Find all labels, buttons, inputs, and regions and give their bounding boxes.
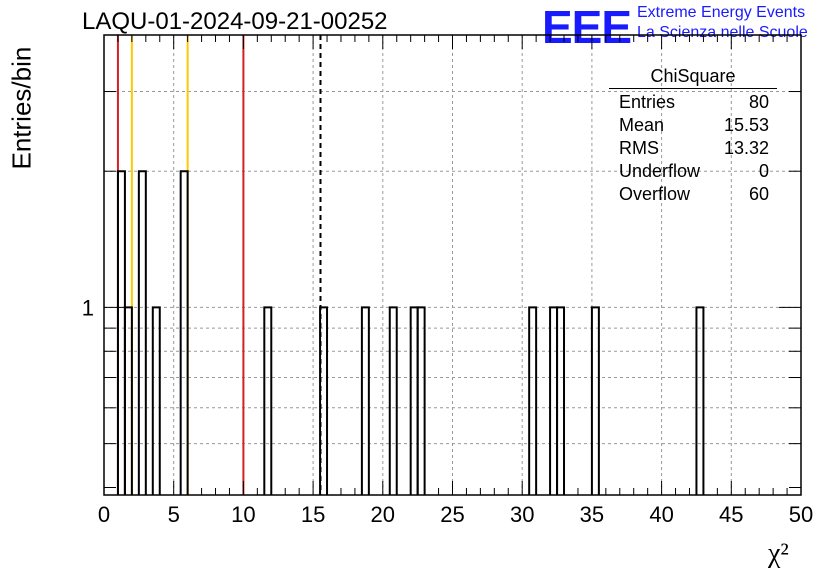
x-tick-label: 20 bbox=[371, 502, 395, 527]
stats-label: Underflow bbox=[619, 161, 701, 181]
x-tick-label: 0 bbox=[98, 502, 110, 527]
x-tick-label: 25 bbox=[440, 502, 464, 527]
histogram-bin bbox=[388, 306, 398, 495]
x-tick-label: 5 bbox=[168, 502, 180, 527]
histogram-bin bbox=[695, 306, 705, 495]
histogram-bin bbox=[590, 306, 600, 495]
histogram-bin bbox=[409, 306, 419, 495]
logo-line-2: La Scienza nelle Scuole bbox=[637, 24, 808, 41]
x-tick-label: 35 bbox=[580, 502, 604, 527]
x-tick-label: 15 bbox=[301, 502, 325, 527]
histogram-bin bbox=[116, 170, 126, 495]
stats-row-overflow: Overflow 60 bbox=[609, 183, 777, 206]
histogram-bin bbox=[556, 306, 566, 495]
histogram-bin bbox=[123, 306, 133, 495]
stats-value: 0 bbox=[758, 161, 769, 181]
x-tick-label: 50 bbox=[789, 502, 813, 527]
x-tick-label: 45 bbox=[719, 502, 743, 527]
histogram-bin bbox=[416, 306, 426, 495]
histogram-bin bbox=[179, 170, 189, 495]
stats-row-entries: Entries 80 bbox=[609, 91, 777, 114]
stats-value: 60 bbox=[748, 184, 769, 204]
x-axis-label: χ² bbox=[768, 538, 789, 569]
y-tick-label: 1 bbox=[82, 295, 94, 320]
stats-box-title: ChiSquare bbox=[609, 66, 777, 89]
stats-label: Entries bbox=[619, 92, 676, 112]
x-tick-label: 10 bbox=[231, 502, 255, 527]
histogram-bin bbox=[528, 306, 538, 495]
histogram-bin bbox=[151, 306, 161, 495]
histogram-bin bbox=[137, 170, 147, 495]
stats-rows: Entries 80 Mean 15.53 RMS 13.32 Underflow 0 Over… bbox=[609, 91, 777, 206]
stats-value: 80 bbox=[748, 92, 769, 112]
histogram-bin bbox=[360, 306, 370, 495]
logo-line-1: Extreme Energy Events bbox=[637, 4, 806, 21]
stats-label: RMS bbox=[619, 138, 659, 158]
x-tick-label: 40 bbox=[649, 502, 673, 527]
stats-box: ChiSquare Entries 80 Mean 15.53 RMS 13.32 Unde… bbox=[609, 66, 777, 206]
stats-label: Mean bbox=[619, 115, 665, 135]
stats-row-mean: Mean 15.53 bbox=[609, 114, 777, 137]
histogram-bin bbox=[263, 306, 273, 495]
chart-title: LAQU-01-2024-09-21-00252 bbox=[82, 8, 388, 35]
stats-value: 15.53 bbox=[723, 115, 769, 135]
histogram-bin bbox=[549, 306, 559, 495]
stats-value: 13.32 bbox=[723, 138, 769, 158]
logo-letters: EEE bbox=[542, 1, 632, 53]
x-tick-label: 30 bbox=[510, 502, 534, 527]
stats-label: Overflow bbox=[619, 184, 691, 204]
stats-row-underflow: Underflow 0 bbox=[609, 160, 777, 183]
histogram-bin bbox=[319, 306, 329, 495]
stats-row-rms: RMS 13.32 bbox=[609, 137, 777, 160]
